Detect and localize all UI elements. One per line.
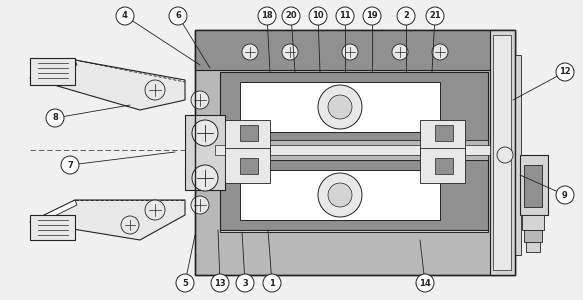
Text: 19: 19 (366, 11, 378, 20)
Circle shape (497, 147, 513, 163)
Bar (520, 155, 548, 215)
Bar (185, 115, 225, 190)
Circle shape (556, 186, 574, 204)
Bar (195, 30, 515, 275)
Text: 1: 1 (269, 278, 275, 287)
Polygon shape (30, 200, 185, 240)
Text: 9: 9 (562, 190, 568, 200)
Bar (493, 35, 511, 270)
Circle shape (242, 44, 258, 60)
Bar (490, 30, 515, 275)
Bar (225, 120, 270, 155)
Circle shape (318, 85, 362, 129)
Text: 10: 10 (312, 11, 324, 20)
Bar (240, 170, 440, 220)
Circle shape (318, 173, 362, 217)
Text: 8: 8 (52, 113, 58, 122)
Bar (220, 160, 488, 230)
Polygon shape (30, 200, 77, 227)
Circle shape (191, 196, 209, 214)
Bar (220, 140, 488, 160)
Circle shape (309, 7, 327, 25)
Bar (220, 72, 488, 232)
Circle shape (336, 7, 354, 25)
Circle shape (192, 120, 218, 146)
Bar (195, 30, 515, 275)
Bar (515, 55, 521, 255)
Circle shape (121, 216, 139, 234)
Bar (524, 230, 542, 242)
Bar (225, 148, 270, 183)
Circle shape (397, 7, 415, 25)
Circle shape (192, 165, 218, 191)
Circle shape (282, 44, 298, 60)
Circle shape (392, 44, 408, 60)
Bar (420, 120, 465, 155)
Text: 13: 13 (214, 278, 226, 287)
Circle shape (236, 274, 254, 292)
Circle shape (328, 95, 352, 119)
Circle shape (342, 44, 358, 60)
Circle shape (426, 7, 444, 25)
Bar (240, 158, 258, 174)
Circle shape (145, 200, 165, 220)
Text: 7: 7 (67, 160, 73, 169)
Text: 12: 12 (559, 68, 571, 76)
Text: 11: 11 (339, 11, 351, 20)
Text: 21: 21 (429, 11, 441, 20)
Text: 3: 3 (242, 278, 248, 287)
Polygon shape (195, 30, 515, 70)
Circle shape (258, 7, 276, 25)
Polygon shape (30, 60, 185, 110)
Circle shape (145, 80, 165, 100)
Circle shape (416, 274, 434, 292)
Bar (524, 165, 542, 207)
Circle shape (363, 7, 381, 25)
Bar (420, 148, 465, 183)
Polygon shape (30, 58, 75, 85)
Circle shape (176, 274, 194, 292)
Circle shape (328, 183, 352, 207)
Bar (215, 145, 490, 155)
Bar (522, 215, 544, 230)
Bar (240, 82, 440, 132)
Bar (240, 125, 258, 141)
Polygon shape (30, 215, 75, 240)
Text: 6: 6 (175, 11, 181, 20)
Circle shape (191, 91, 209, 109)
Circle shape (61, 156, 79, 174)
Text: 14: 14 (419, 278, 431, 287)
Text: 18: 18 (261, 11, 273, 20)
Bar (526, 242, 540, 252)
Bar (220, 72, 488, 142)
Circle shape (46, 109, 64, 127)
Circle shape (211, 274, 229, 292)
Polygon shape (30, 60, 77, 83)
Circle shape (263, 274, 281, 292)
Text: 2: 2 (403, 11, 409, 20)
Text: 4: 4 (122, 11, 128, 20)
Circle shape (432, 44, 448, 60)
Bar (435, 125, 453, 141)
Bar (435, 158, 453, 174)
Circle shape (116, 7, 134, 25)
Circle shape (282, 7, 300, 25)
Text: 5: 5 (182, 278, 188, 287)
Circle shape (169, 7, 187, 25)
Circle shape (556, 63, 574, 81)
Text: 20: 20 (285, 11, 297, 20)
